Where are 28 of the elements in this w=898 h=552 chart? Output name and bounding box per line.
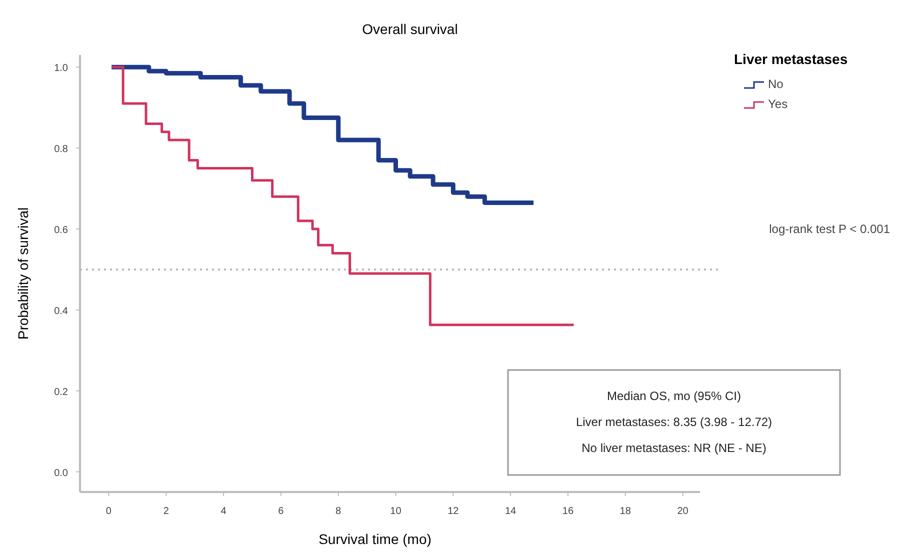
x-tick-label: 6	[278, 506, 284, 517]
annotation: Median OS, mo (95% CI)	[606, 389, 742, 403]
y-axis-title: Probability of survival	[15, 207, 31, 340]
x-axis-title: Survival time (mo)	[318, 531, 432, 547]
annotation: No liver metastases: NR (NE - NE)	[582, 441, 766, 455]
text: log-rank test P < 0.001	[769, 222, 890, 236]
x-tick-label: 10	[390, 506, 402, 517]
legend-label: No	[768, 77, 784, 91]
x-tick-label: 16	[562, 506, 574, 517]
chart-title: Overall survival	[362, 21, 458, 37]
x-tick-label: 8	[336, 506, 342, 517]
x-tick-label: 4	[220, 506, 227, 517]
y-tick-label: 0.6	[54, 224, 68, 236]
text-box: Median OS, mo (95% CI) Liver metastases: 8.35 (3.98 - 12.72) No liver metastases: NR (NE - NE)	[507, 369, 841, 476]
legend-title: Liver metastases	[734, 51, 848, 67]
x-tick-label: 0	[106, 506, 112, 517]
x-tick-label: 12	[448, 506, 460, 517]
y-tick-label: 0.8	[54, 144, 68, 156]
y-tick-label: 0.0	[54, 468, 68, 479]
x-tick-label: 14	[504, 506, 517, 517]
x-tick-label: 18	[620, 506, 632, 517]
legend-label: Yes	[768, 97, 788, 111]
y-tick-label: 1.0	[54, 63, 68, 74]
x-tick-label: 20	[677, 506, 689, 517]
x-tick-label: 2	[163, 506, 170, 517]
y-tick-label: 0.4	[54, 306, 68, 317]
y-tick-label: 0.2	[54, 386, 68, 398]
annotation: Liver metastases: 8.35 (3.98 - 12.72)	[576, 415, 772, 429]
